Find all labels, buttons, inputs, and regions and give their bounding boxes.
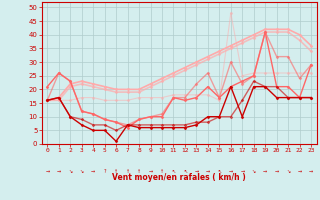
X-axis label: Vent moyen/en rafales ( km/h ): Vent moyen/en rafales ( km/h )	[112, 173, 246, 182]
